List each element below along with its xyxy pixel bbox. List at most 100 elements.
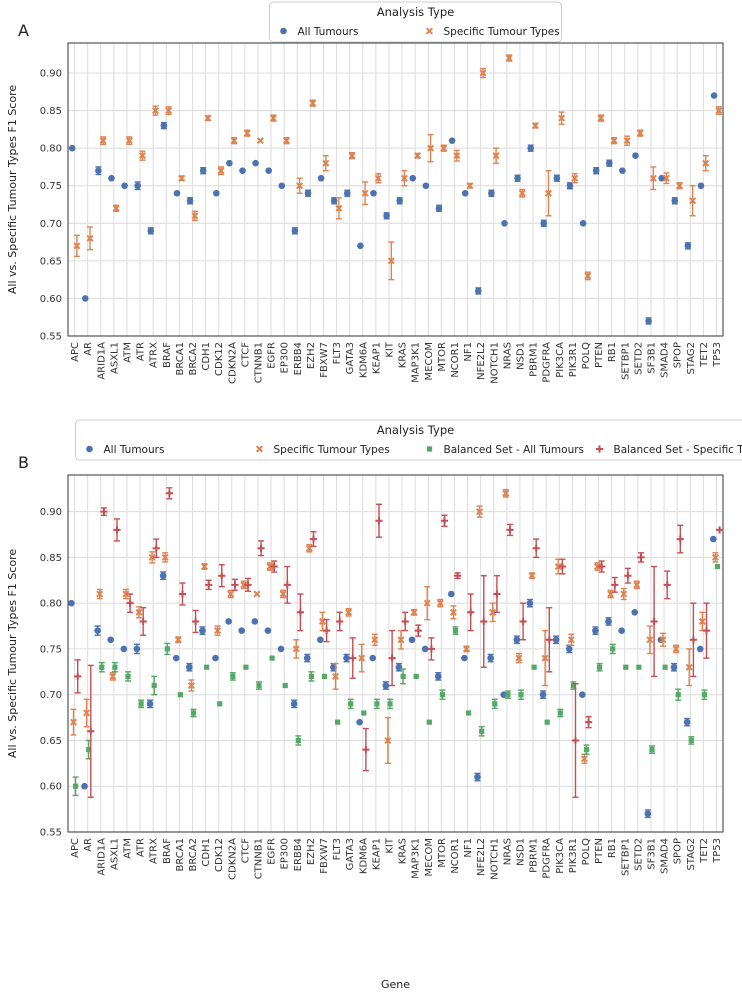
y-tick-label: 0.60 xyxy=(40,782,62,793)
legend-box xyxy=(269,1,562,43)
data-point xyxy=(253,590,261,598)
data-point xyxy=(212,189,220,197)
data-point xyxy=(531,122,539,130)
x-tick-label: SPOP xyxy=(673,342,684,368)
x-tick-label: TP53 xyxy=(712,838,723,864)
legend-marker xyxy=(255,445,264,453)
data-point xyxy=(426,719,432,725)
data-point xyxy=(335,204,343,212)
x-tick-label: PBRM1 xyxy=(529,838,540,873)
data-point xyxy=(99,664,105,670)
x-tick-label: MAP3K1 xyxy=(411,342,422,383)
data-point xyxy=(94,627,101,634)
data-point xyxy=(147,227,155,235)
data-point xyxy=(230,137,238,145)
data-point xyxy=(265,167,272,175)
data-point xyxy=(152,544,160,552)
data-point xyxy=(174,636,182,644)
data-point xyxy=(217,167,225,175)
data-point xyxy=(453,572,462,580)
y-tick-label: 0.80 xyxy=(40,144,62,155)
series-all-tumours xyxy=(68,535,717,819)
data-point xyxy=(217,701,223,707)
data-point xyxy=(493,590,501,598)
data-point xyxy=(317,174,325,182)
data-point xyxy=(427,645,435,653)
data-point xyxy=(396,197,403,205)
data-point xyxy=(598,562,606,571)
data-point xyxy=(553,174,561,182)
y-tick-label: 0.55 xyxy=(40,332,62,343)
data-point xyxy=(518,189,526,197)
data-point xyxy=(567,636,575,644)
data-point xyxy=(579,220,587,227)
data-point xyxy=(86,234,94,242)
data-point xyxy=(610,137,618,145)
x-tick-label: BRCA1 xyxy=(175,838,186,872)
data-point xyxy=(87,727,95,735)
panel-letter: B xyxy=(18,453,29,472)
data-point xyxy=(86,747,92,753)
data-point xyxy=(135,608,143,616)
data-point xyxy=(226,159,233,167)
data-point xyxy=(448,590,455,598)
data-point xyxy=(296,608,304,616)
x-tick-label: SF3B1 xyxy=(646,838,657,870)
data-point xyxy=(571,174,579,182)
x-tick-label: CDKN2A xyxy=(227,342,238,384)
data-point xyxy=(96,590,104,598)
x-tick-label: CDK12 xyxy=(214,838,225,872)
data-point xyxy=(580,755,588,763)
x-tick-label: ASXL1 xyxy=(109,342,120,374)
data-point xyxy=(317,636,324,644)
y-tick-label: 0.55 xyxy=(40,828,62,839)
x-tick-label: PDGFRA xyxy=(542,342,553,383)
x-tick-label: KRAS xyxy=(398,342,409,368)
data-point xyxy=(476,508,484,516)
data-point xyxy=(122,590,130,598)
x-tick-label: GATA3 xyxy=(345,838,356,870)
x-tick-label: SPOP xyxy=(673,838,684,864)
data-point xyxy=(164,646,170,652)
data-point xyxy=(73,242,81,250)
x-tick-label: PTEN xyxy=(594,342,605,368)
data-point xyxy=(461,189,469,197)
data-point xyxy=(256,137,264,145)
data-point xyxy=(632,152,639,159)
data-point xyxy=(676,182,684,190)
data-point xyxy=(670,663,678,671)
data-point xyxy=(541,654,549,662)
y-tick-label: 0.75 xyxy=(40,181,62,192)
data-point xyxy=(462,645,471,653)
data-point xyxy=(138,701,144,707)
data-point xyxy=(349,654,357,662)
data-point xyxy=(698,617,706,625)
data-point xyxy=(449,608,457,616)
data-point xyxy=(303,654,311,662)
data-point xyxy=(383,212,390,220)
data-point xyxy=(178,590,187,598)
data-point xyxy=(502,489,510,497)
x-tick-label: EGFR xyxy=(267,342,278,369)
x-tick-label: EGFR xyxy=(267,838,278,865)
data-point xyxy=(701,692,707,698)
data-point xyxy=(239,167,246,175)
x-tick-label: KRAS xyxy=(398,838,409,864)
data-point xyxy=(434,673,442,680)
data-point xyxy=(448,137,456,144)
y-tick-label: 0.90 xyxy=(40,507,62,518)
y-tick-label: 0.65 xyxy=(40,736,62,747)
data-point xyxy=(172,654,180,662)
x-tick-label: APC xyxy=(70,838,81,858)
data-point xyxy=(689,636,697,644)
data-point xyxy=(200,563,209,571)
data-point xyxy=(309,535,318,543)
data-point xyxy=(715,107,723,115)
x-tick-label: NSD1 xyxy=(515,838,526,866)
data-point xyxy=(120,645,128,653)
data-point xyxy=(513,636,521,644)
plot-frame xyxy=(67,474,724,833)
data-point xyxy=(362,746,370,754)
data-point xyxy=(322,627,331,635)
data-point xyxy=(465,710,472,716)
